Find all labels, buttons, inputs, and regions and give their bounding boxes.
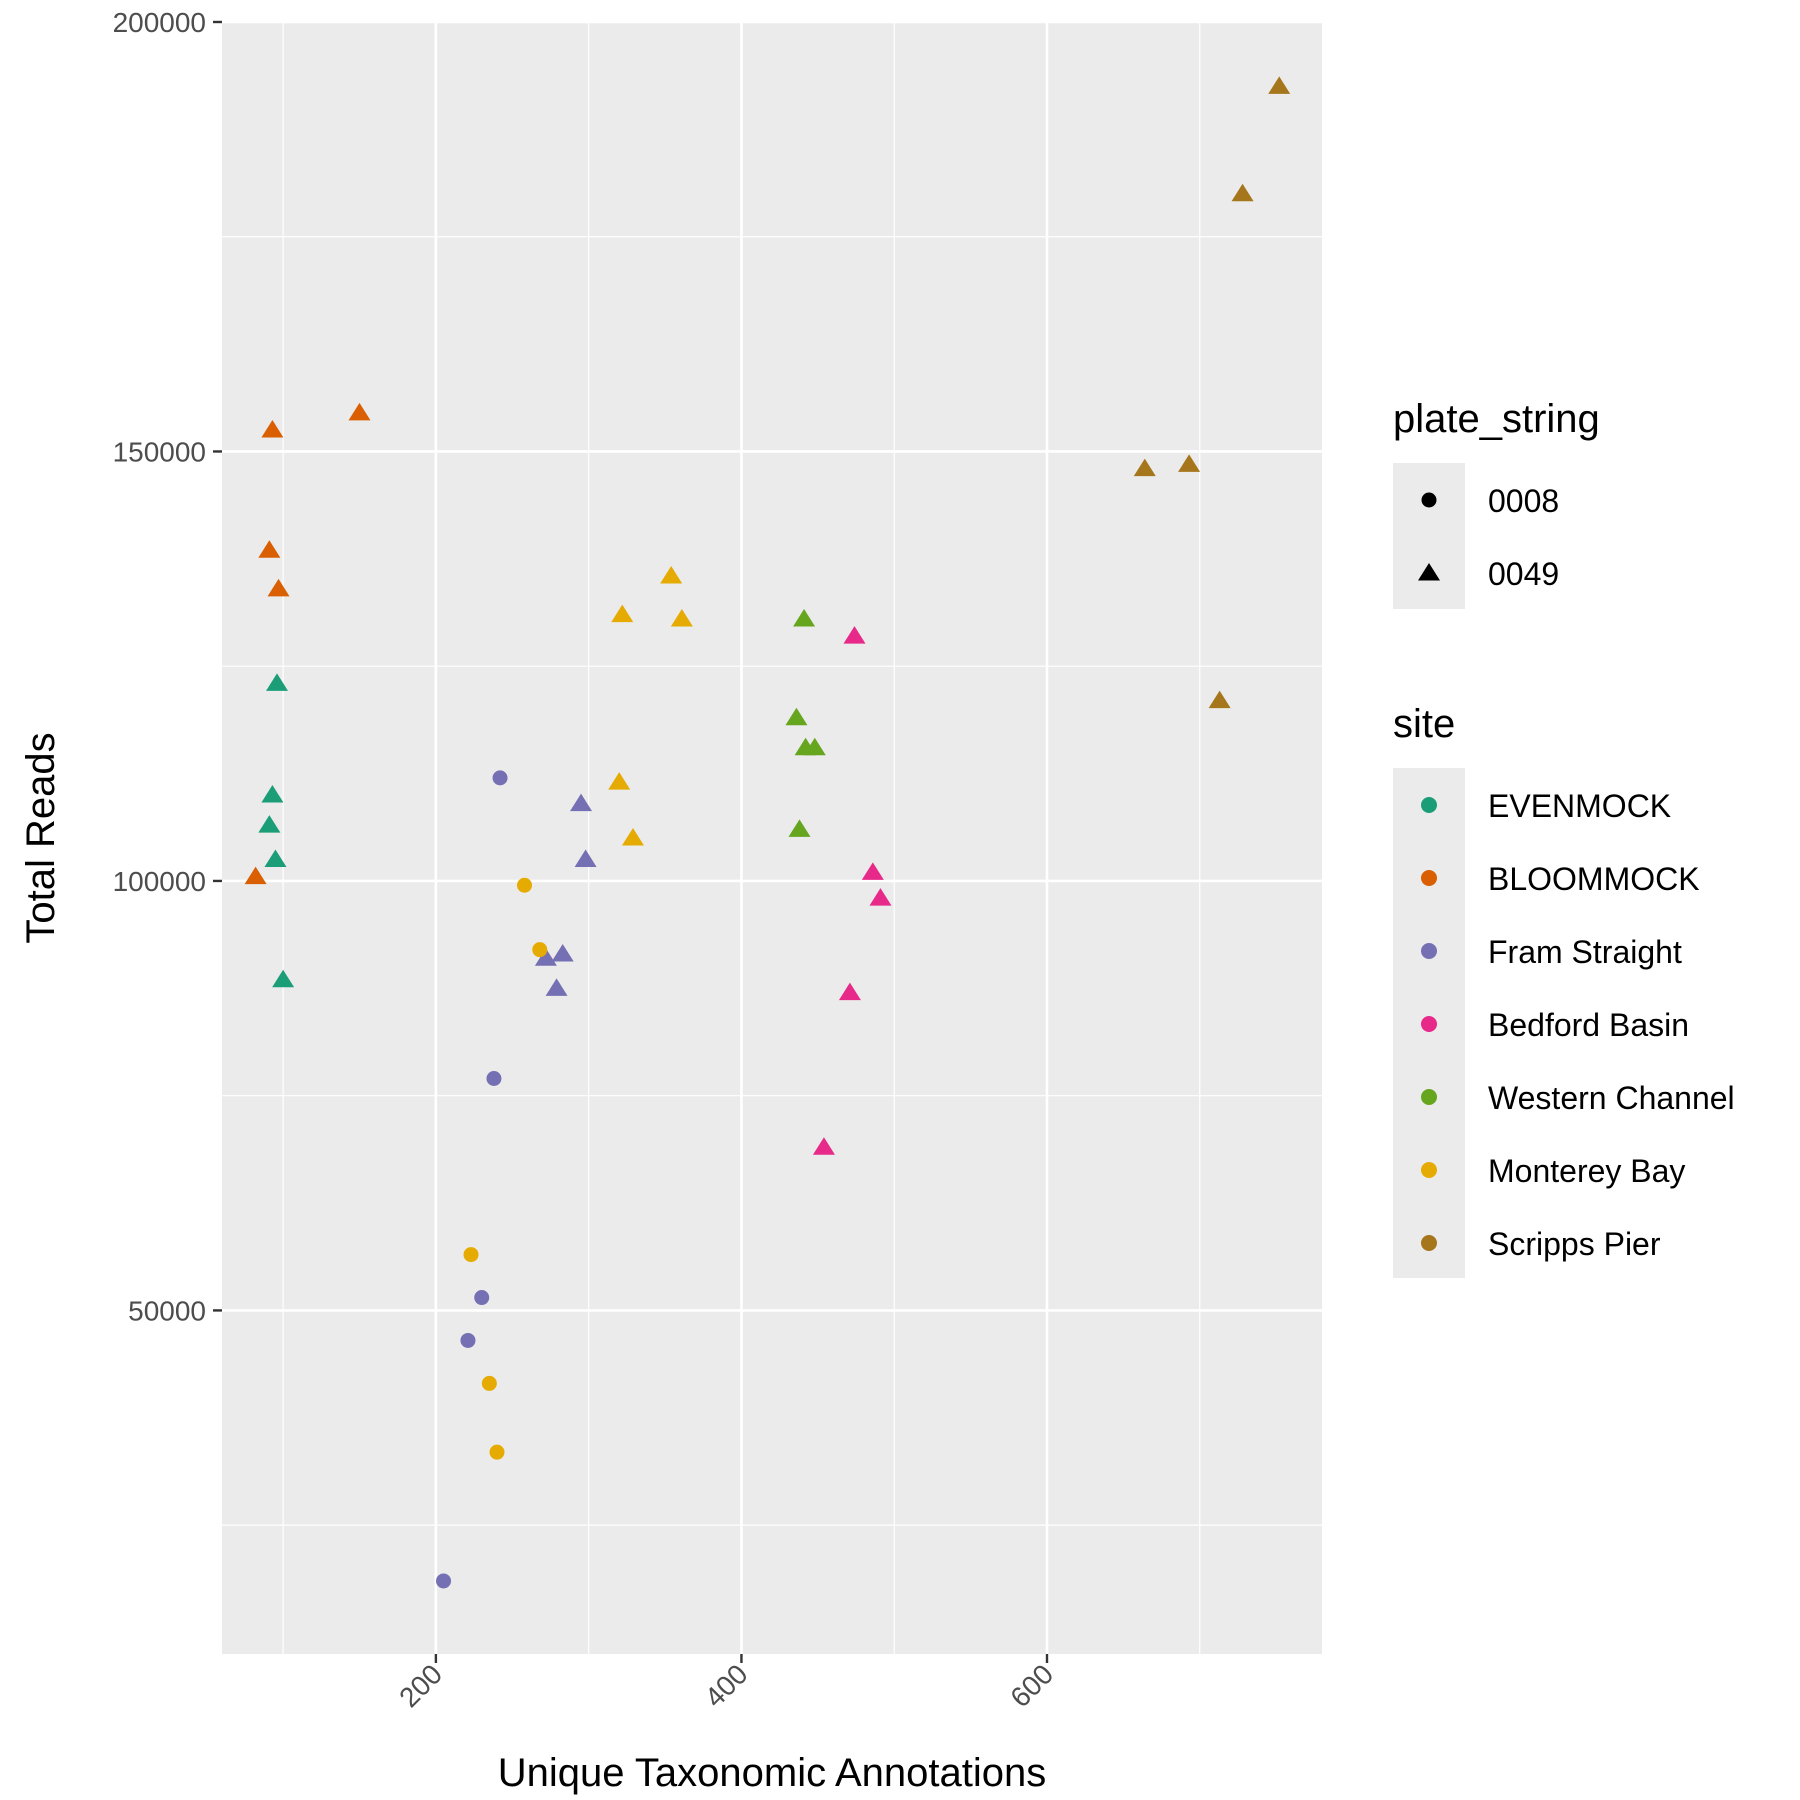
legend-label: Western Channel: [1488, 1080, 1735, 1116]
data-point-triangle: [264, 849, 287, 867]
data-point-triangle: [258, 815, 281, 833]
data-point-triangle: [551, 943, 574, 962]
y-axis-title: Total Reads: [19, 732, 63, 943]
data-point-triangle: [1133, 458, 1156, 477]
legend-label: 0008: [1488, 483, 1559, 519]
shape-legend-keys-background: [1393, 463, 1465, 609]
legend-label: Fram Straight: [1488, 934, 1682, 970]
data-point-triangle: [670, 608, 693, 627]
data-point-triangle: [788, 819, 811, 837]
data-point-triangle: [608, 772, 631, 790]
y-tick-label: 50000: [128, 1295, 206, 1326]
data-point-triangle: [621, 828, 644, 846]
legend-key-swatch: [1421, 870, 1437, 886]
legend-label: Bedford Basin: [1488, 1007, 1689, 1043]
legend-key-swatch: [1421, 943, 1437, 959]
data-point-circle: [463, 1247, 479, 1263]
legend-label: EVENMOCK: [1488, 788, 1671, 824]
legend-key-swatch: [1421, 797, 1437, 813]
data-point-triangle: [803, 737, 826, 756]
data-point-triangle: [244, 866, 267, 885]
shape-legend-title: plate_string: [1393, 397, 1600, 441]
data-point-triangle: [545, 978, 568, 996]
legend-label: Scripps Pier: [1488, 1226, 1661, 1262]
legend-key-circle: [1421, 492, 1437, 508]
data-point-triangle: [838, 982, 861, 1001]
data-point-triangle: [574, 849, 597, 867]
shape-legend: plate_string 0008 0049: [1393, 397, 1600, 609]
data-point-triangle: [812, 1137, 835, 1155]
data-point-triangle: [785, 707, 808, 726]
data-point-triangle: [267, 578, 290, 597]
minor-gridlines: [222, 22, 1322, 1654]
data-point-triangle: [570, 793, 593, 812]
major-gridlines: [222, 20, 1322, 1654]
data-point-triangle: [1208, 690, 1231, 709]
data-point-triangle: [1231, 183, 1254, 202]
y-tick-label: 200000: [113, 7, 206, 38]
data-point-triangle: [261, 420, 284, 438]
shape-legend-items: 0008 0049: [1418, 483, 1559, 592]
legend-key-swatch: [1421, 1162, 1437, 1178]
y-tick-label: 150000: [113, 436, 206, 467]
data-point-triangle: [869, 888, 892, 906]
data-point-circle: [492, 770, 508, 786]
legend-label: Monterey Bay: [1488, 1153, 1685, 1189]
legend-key-triangle: [1418, 563, 1440, 581]
data-point-circle: [486, 1071, 502, 1087]
x-tick-label: 200: [393, 1658, 448, 1713]
data-point-triangle: [348, 402, 371, 421]
data-point-circle: [436, 1573, 452, 1589]
data-point-circle: [481, 1375, 497, 1391]
data-point-triangle: [258, 540, 281, 558]
data-point-triangle: [261, 785, 284, 803]
x-tick-label: 400: [699, 1658, 754, 1713]
color-legend-items: EVENMOCK BLOOMMOCK Fram Straight Bedford Ba…: [1421, 788, 1735, 1262]
data-point-circle: [474, 1290, 490, 1306]
x-axis: 200 400 600: [393, 1654, 1059, 1713]
data-point-triangle: [793, 608, 816, 627]
data-point-circle: [517, 877, 532, 893]
plot-panel: [222, 22, 1322, 1654]
color-legend: site EVENMOCK BLOOMMOCK Fram Straight Bedfo…: [1393, 702, 1735, 1278]
data-point-circle: [532, 942, 548, 958]
legend-key-swatch: [1421, 1016, 1437, 1032]
data-point-triangle: [611, 604, 634, 623]
data-point-triangle: [1268, 76, 1291, 94]
data-point-triangle: [861, 862, 884, 880]
data-point-triangle: [266, 673, 288, 691]
x-axis-title: Unique Taxonomic Annotations: [498, 1751, 1047, 1795]
y-tick-label: 100000: [113, 866, 206, 897]
data-point-triangle: [1178, 454, 1201, 472]
data-point-circle: [460, 1332, 476, 1348]
x-tick-label: 600: [1004, 1658, 1059, 1713]
color-legend-title: site: [1393, 702, 1455, 746]
legend-label: BLOOMMOCK: [1488, 861, 1700, 897]
legend-label: 0049: [1488, 556, 1559, 592]
y-axis: 50000 100000 150000 200000: [113, 7, 222, 1326]
data-point-circle: [489, 1444, 505, 1460]
legend-key-swatch: [1421, 1089, 1437, 1105]
data-point-triangle: [843, 626, 866, 644]
data-point-triangle: [534, 948, 557, 966]
legend-key-swatch: [1421, 1235, 1437, 1251]
data-points: [244, 76, 1291, 1589]
data-point-triangle: [660, 566, 683, 584]
data-point-triangle: [272, 969, 295, 988]
